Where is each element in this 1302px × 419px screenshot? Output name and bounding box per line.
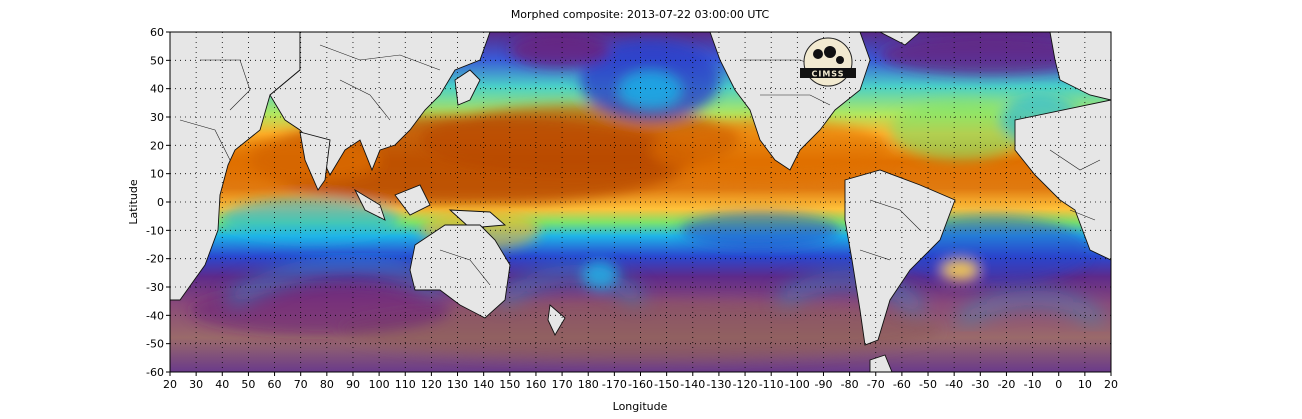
- x-tick-label: 120: [421, 378, 442, 391]
- land-sumatra: [353, 188, 386, 221]
- x-tick-label: 80: [320, 378, 334, 391]
- x-tick-label: -10: [1024, 378, 1042, 391]
- x-tick-label: -160: [628, 378, 653, 391]
- x-tick-label: -100: [785, 378, 810, 391]
- x-tick-label: 180: [578, 378, 599, 391]
- map-title: Morphed composite: 2013-07-22 03:00:00 U…: [511, 8, 770, 21]
- land-new-guinea: [448, 209, 507, 229]
- x-tick-label: -130: [706, 378, 731, 391]
- cimss-logo: CIMSS: [800, 37, 856, 87]
- land-australia: [409, 224, 511, 319]
- x-tick-label: -150: [654, 378, 679, 391]
- logo-text: CIMSS: [812, 70, 845, 79]
- logo-band: [800, 68, 856, 78]
- x-tick-label: 70: [294, 378, 308, 391]
- logo-figure-left: [813, 49, 823, 59]
- x-tick-label: 90: [346, 378, 360, 391]
- y-tick-label: -10: [146, 224, 164, 237]
- graticule: [170, 32, 1111, 372]
- x-tick-label: -80: [841, 378, 859, 391]
- land-japan: [454, 69, 481, 106]
- y-tick-label: 0: [157, 196, 164, 209]
- x-tick-label: -70: [867, 378, 885, 391]
- x-tick-label: 20: [1104, 378, 1118, 391]
- x-tick-label: -20: [997, 378, 1015, 391]
- land-india: [299, 131, 331, 191]
- x-tick-label: -170: [602, 378, 627, 391]
- land-new-zealand: [547, 304, 566, 336]
- y-tick-label: 50: [150, 54, 164, 67]
- land-borneo: [394, 184, 431, 216]
- x-tick-label: 130: [447, 378, 468, 391]
- y-tick-label: 60: [150, 26, 164, 39]
- x-tick-label: 110: [395, 378, 416, 391]
- y-axis-label: Latitude: [127, 179, 140, 225]
- x-tick-label: -50: [919, 378, 937, 391]
- y-tick-label: 30: [150, 111, 164, 124]
- x-tick-label: 10: [1078, 378, 1092, 391]
- y-tick-label: -60: [146, 366, 164, 379]
- x-tick-label: 60: [268, 378, 282, 391]
- land-africa-east: [1014, 99, 1111, 261]
- y-tick-label: 40: [150, 83, 164, 96]
- x-axis-label: Longitude: [613, 400, 668, 413]
- y-axis: 60 50 40 30 20 10 0 -10 -20 -30 -40 -50 -60: [146, 26, 170, 379]
- logo-figure-right: [836, 56, 844, 64]
- x-tick-label: 140: [473, 378, 494, 391]
- x-tick-label: -60: [893, 378, 911, 391]
- x-tick-label: -30: [971, 378, 989, 391]
- x-tick-label: 50: [241, 378, 255, 391]
- y-tick-label: -50: [146, 338, 164, 351]
- x-tick-label: 20: [163, 378, 177, 391]
- x-tick-label: -140: [680, 378, 705, 391]
- x-tick-label: 150: [499, 378, 520, 391]
- land-masses: [170, 32, 1111, 372]
- x-tick-label: 100: [369, 378, 390, 391]
- x-tick-label: 30: [189, 378, 203, 391]
- y-tick-label: 20: [150, 139, 164, 152]
- x-tick-label: -120: [733, 378, 758, 391]
- x-axis: 20 30 40 50 60 70 80 90 100 110 120 130 140 150 160 170…: [163, 372, 1118, 391]
- logo-figure-mid: [824, 46, 836, 58]
- x-tick-label: -40: [945, 378, 963, 391]
- land-greenland: [879, 32, 921, 46]
- x-tick-label: -110: [759, 378, 784, 391]
- x-tick-label: -90: [814, 378, 832, 391]
- y-tick-label: 10: [150, 168, 164, 181]
- land-south-america: [844, 169, 956, 346]
- x-tick-label: 0: [1055, 378, 1062, 391]
- y-tick-label: -40: [146, 309, 164, 322]
- x-tick-label: 40: [215, 378, 229, 391]
- y-tick-label: -30: [146, 281, 164, 294]
- x-tick-label: 160: [525, 378, 546, 391]
- y-tick-label: -20: [146, 253, 164, 266]
- x-tick-label: 170: [552, 378, 573, 391]
